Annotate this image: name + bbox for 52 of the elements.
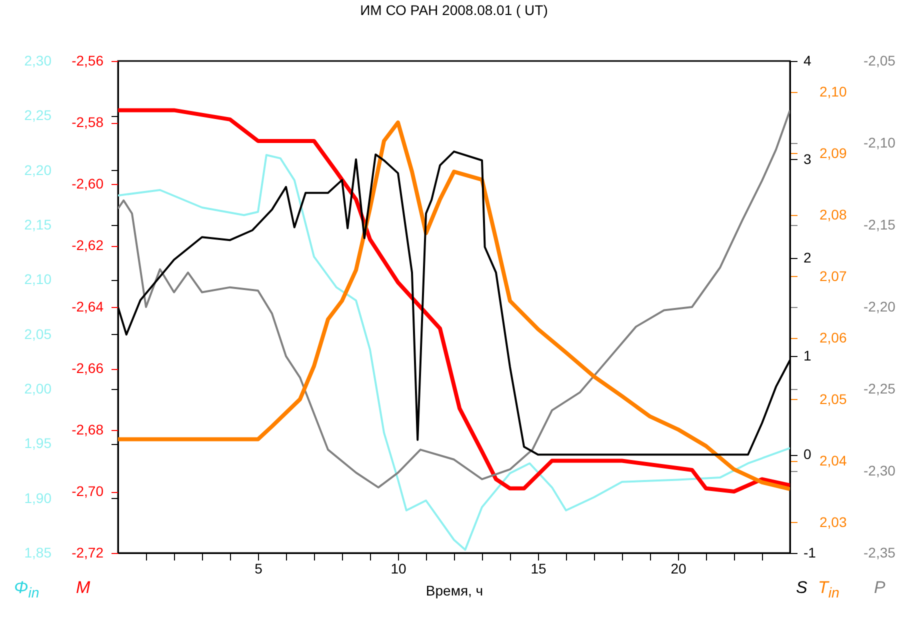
y2-tick-label: -2,56 (72, 52, 104, 68)
y-tick-label: 1,95 (24, 435, 52, 452)
line-series (118, 154, 790, 551)
y-tick-label: 1,85 (24, 544, 52, 560)
y3-tick-label: -2,25 (864, 380, 896, 396)
y-tick-label: 2,10 (24, 271, 52, 288)
y-tick-label: 2,25 (24, 107, 52, 124)
y2-tick-label: 2,08 (820, 206, 847, 222)
y-tick-label: 2,15 (24, 216, 52, 232)
y2-tick-label: -2,62 (72, 237, 104, 253)
x-axis-title: Время, ч (426, 582, 484, 598)
y-tick-label: 2,05 (24, 326, 52, 342)
y3-tick-label: -2,20 (864, 298, 896, 314)
y2-tick-label: 2,03 (820, 514, 847, 530)
y2-tick-label: -2,70 (72, 483, 104, 499)
y2-tick-label: -2,72 (72, 544, 104, 560)
y2-tick-label: 2,07 (820, 268, 847, 284)
y2-tick-label: -2,60 (72, 176, 104, 192)
y2-tick-label: 2,06 (820, 329, 847, 346)
chart-title: ИМ СО РАН 2008.08.01 ( UT) (360, 2, 548, 18)
y3-tick-label: -2,05 (864, 52, 896, 68)
y2-tick-label: 2,05 (820, 390, 847, 407)
y2-tick-label: 2,09 (820, 144, 847, 161)
y-tick-label: 2,00 (24, 380, 52, 396)
x-tick-label: 10 (390, 560, 406, 576)
y-tick-label: 1,90 (24, 490, 52, 506)
x-tick-label: 20 (670, 560, 686, 576)
y-tick-label: 2,30 (24, 52, 52, 68)
y-tick-label: 4 (804, 52, 812, 68)
x-tick-label: 5 (254, 560, 263, 576)
y3-tick-label: -2,15 (864, 216, 896, 232)
y-tick-label: 2 (804, 249, 812, 266)
y-tick-label: 3 (804, 150, 812, 167)
y3-tick-label: -2,35 (864, 544, 896, 560)
y3-tick-label: -2,10 (864, 134, 896, 150)
y2-axis-title: M (76, 578, 90, 598)
y2-tick-label: -2,64 (72, 298, 104, 314)
y2-tick-label: -2,66 (72, 360, 104, 376)
y2-axis-title: T$_{in}$ (818, 578, 840, 602)
y-tick-label: 1 (804, 348, 812, 364)
y-tick-label: 0 (804, 446, 812, 462)
y-tick-label: 2,20 (24, 162, 52, 178)
y-axis-title: Φ$_{in}$ (14, 578, 40, 602)
y-tick-label: -1 (804, 544, 816, 560)
y2-tick-label: 2,04 (820, 452, 847, 468)
y2-tick-label: 2,10 (820, 83, 847, 100)
y3-axis-title: P (874, 578, 886, 598)
y3-tick-label: -2,30 (864, 462, 896, 478)
y2-tick-label: -2,58 (72, 114, 104, 130)
y-axis-title: S (796, 578, 808, 598)
y2-tick-label: -2,68 (72, 422, 104, 438)
x-tick-label: 15 (530, 560, 546, 576)
